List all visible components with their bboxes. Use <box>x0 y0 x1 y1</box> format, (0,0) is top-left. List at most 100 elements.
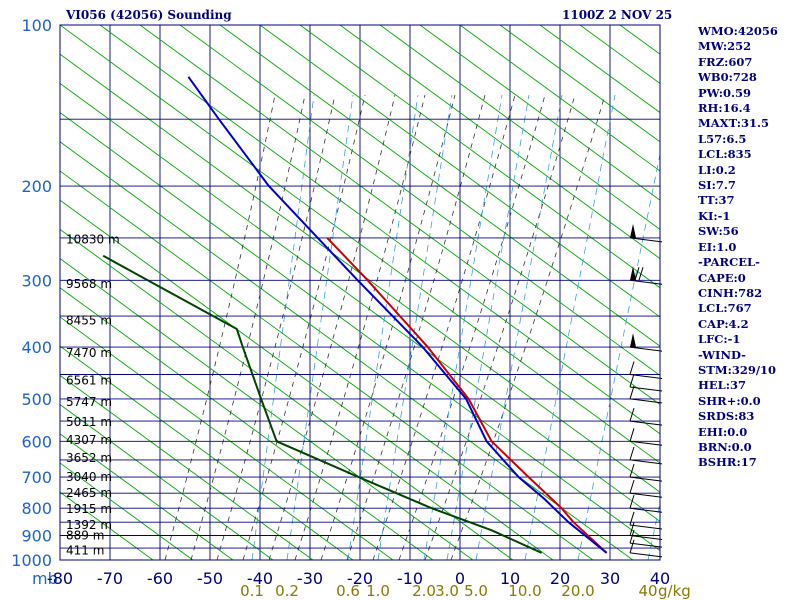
index-entry: MAXT:31.5 <box>698 116 769 131</box>
wind-barb <box>629 495 663 513</box>
height-label: 5747 m <box>66 395 112 409</box>
dry-adiabat-line <box>299 25 660 289</box>
temperature-trace <box>326 237 608 554</box>
height-label: 10830 m <box>66 233 120 247</box>
height-label: 7470 m <box>66 346 112 360</box>
temperature-tick-label: -50 <box>197 569 223 588</box>
mixing-ratio-label: 0.6 <box>336 582 360 600</box>
moist-adiabat-line <box>346 94 486 560</box>
dry-adiabat-line <box>99 25 660 435</box>
pressure-axis-label: mb <box>32 569 58 588</box>
sounding-title: VI056 (42056) Sounding <box>66 8 232 22</box>
moist-adiabat-line <box>294 94 426 560</box>
temperature-tick-label: 40 <box>650 569 670 588</box>
dry-adiabat-line <box>60 491 154 560</box>
mixing-ratio-label: 5.0 <box>464 582 488 600</box>
dry-adiabat-line <box>499 25 660 143</box>
wind-barb <box>629 361 663 379</box>
mixing-ratio-label: 2.0 <box>412 582 436 600</box>
dry-adiabat-line <box>219 25 660 347</box>
index-entry: EHI:0.0 <box>698 424 748 439</box>
dry-adiabat-line <box>60 112 660 552</box>
height-label: 4307 m <box>66 433 112 447</box>
index-entry: KI:-1 <box>698 208 731 223</box>
pressure-tick-label: 1000 <box>11 551 52 570</box>
height-label: 9568 m <box>66 277 112 291</box>
dry-adiabat-line <box>60 228 514 560</box>
wind-barb <box>629 480 663 498</box>
wind-barb <box>629 407 663 426</box>
index-entry: -WIND- <box>698 347 746 362</box>
moist-adiabat-line <box>424 94 576 560</box>
pressure-tick-label: 800 <box>21 499 52 518</box>
index-entry: RH:16.4 <box>698 101 751 116</box>
index-entry: BSHR:17 <box>698 455 757 470</box>
index-entry: LI:0.2 <box>698 162 736 177</box>
plot-frame <box>59 24 661 561</box>
mixing-ratio-line <box>377 94 453 560</box>
index-entry: TT:37 <box>698 193 735 208</box>
moist-adiabat-line <box>372 94 516 560</box>
height-label: 8455 m <box>66 314 112 328</box>
temperature-tick-label: 20 <box>550 569 570 588</box>
mixing-ratio-label: 1.0 <box>366 582 390 600</box>
temperature-tick-label: -70 <box>97 569 123 588</box>
height-label: 889 m <box>66 529 104 543</box>
mixing-ratio-line <box>423 94 503 560</box>
mixing-ratio-unit: g/kg <box>658 582 691 600</box>
dry-adiabat-line <box>60 433 234 560</box>
dry-adiabat-line <box>60 53 660 493</box>
temperature-tick-label: -20 <box>347 569 373 588</box>
pressure-tick-label: 600 <box>21 432 52 451</box>
mixing-ratio-label: 0.1 <box>240 582 264 600</box>
index-entry: STM:329/10 <box>698 362 777 377</box>
temperature-tick-label: 10 <box>500 569 520 588</box>
dry-adiabat-line <box>60 141 634 560</box>
mixing-ratio-line <box>524 94 616 560</box>
pressure-tick-label: 700 <box>21 468 52 487</box>
moist-adiabat-line <box>450 94 606 560</box>
height-label: 411 m <box>66 544 104 558</box>
moist-adiabat-line <box>216 94 336 560</box>
dry-adiabat-line <box>60 404 274 560</box>
index-entry: L57:6.5 <box>698 131 747 146</box>
dry-adiabat-line <box>780 25 800 600</box>
dry-adiabat-line <box>139 25 660 406</box>
index-entry: MW:252 <box>698 39 752 54</box>
index-entry: CAP:4.2 <box>698 316 749 331</box>
index-entry: LFC:-1 <box>698 332 741 347</box>
dry-adiabat-line <box>60 345 354 560</box>
mixing-ratio-line <box>251 94 315 560</box>
dry-adiabat-line <box>60 82 660 522</box>
moist-adiabat-line <box>398 94 546 560</box>
dewpoint-trace <box>102 254 543 554</box>
mixing-ratio-line <box>475 94 563 560</box>
index-entry: FRZ:607 <box>698 54 753 69</box>
index-entry: SW:56 <box>698 224 739 239</box>
dry-adiabat-line <box>259 25 660 318</box>
height-label: 6561 m <box>66 374 112 388</box>
wind-barb <box>629 223 663 243</box>
height-label: 3040 m <box>66 470 112 484</box>
dry-adiabat-line <box>60 287 434 560</box>
index-entry: WMO:42056 <box>698 24 778 38</box>
dry-adiabat-line <box>419 25 660 201</box>
mixing-ratio-line <box>347 94 419 560</box>
mixing-ratio-label: 10.0 <box>508 582 541 600</box>
pressure-tick-label: 300 <box>21 271 52 290</box>
height-label: 5011 m <box>66 415 112 429</box>
index-entry: SHR+:0.0 <box>698 393 761 408</box>
index-entry: SI:7.7 <box>698 178 736 193</box>
temperature-tick-label: -60 <box>147 569 173 588</box>
dry-adiabat-line <box>179 25 660 376</box>
pressure-tick-label: 200 <box>21 177 52 196</box>
wind-barb <box>629 333 663 352</box>
index-entry: -PARCEL- <box>698 255 760 270</box>
index-entry: WB0:728 <box>698 70 757 85</box>
mixing-ratio-line <box>286 94 354 560</box>
dry-adiabat-line <box>60 374 314 560</box>
dry-adiabat-line <box>339 25 660 260</box>
index-entry: EI:1.0 <box>698 239 737 254</box>
dry-adiabat-line <box>60 462 194 560</box>
height-label: 2465 m <box>66 486 112 500</box>
